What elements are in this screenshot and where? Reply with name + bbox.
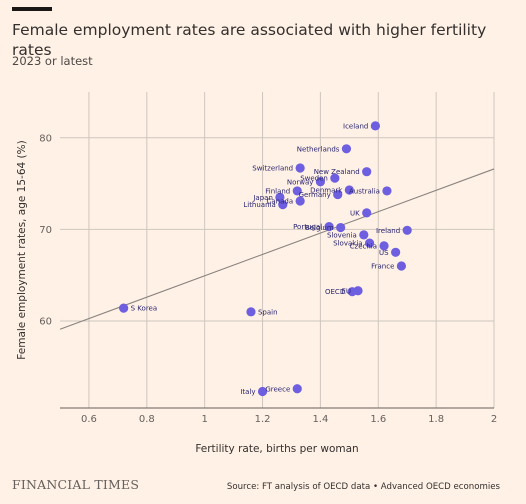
data-point xyxy=(364,238,375,248)
point-label: Finland xyxy=(265,187,290,195)
x-tick-label: 1.4 xyxy=(312,414,328,425)
point-label: Belgium xyxy=(305,224,334,232)
x-tick-label: 0.6 xyxy=(81,414,97,425)
point-label: EU xyxy=(341,287,351,295)
point-label: US xyxy=(379,249,389,257)
x-tick-label: 1.2 xyxy=(255,414,271,425)
data-point xyxy=(333,189,343,200)
point-label: New Zealand xyxy=(314,168,360,176)
data-point xyxy=(278,200,288,210)
point-label: OECD xyxy=(325,288,345,296)
data-point xyxy=(396,261,407,271)
grid-layer xyxy=(60,92,495,409)
point-label: Lithuania xyxy=(243,201,275,209)
data-point xyxy=(362,208,372,218)
point-label: Ireland xyxy=(376,227,400,235)
point-label: Australia xyxy=(349,187,380,195)
chart-subtitle: 2023 or latest xyxy=(12,54,93,68)
data-point xyxy=(344,185,354,195)
point-label: Slovakia xyxy=(333,240,362,248)
data-point xyxy=(359,230,369,240)
y-tick-label: 60 xyxy=(39,316,52,327)
point-label: Germany xyxy=(299,191,331,199)
point-label: Japan xyxy=(252,194,273,202)
data-point xyxy=(315,177,325,187)
x-tick-label: 2 xyxy=(491,414,497,425)
data-point xyxy=(246,307,256,317)
point-label: Netherlands xyxy=(297,145,340,153)
data-point xyxy=(295,196,305,206)
data-point xyxy=(257,386,268,397)
data-point xyxy=(382,186,392,196)
point-label: Czechia xyxy=(350,242,377,250)
points-layer xyxy=(119,121,412,397)
x-tick-label: 0.8 xyxy=(139,414,155,425)
source-note: Source: FT analysis of OECD data • Advan… xyxy=(226,482,500,492)
x-tick-label: 1 xyxy=(201,414,207,425)
data-point xyxy=(391,247,401,257)
top-rule xyxy=(12,7,52,11)
ticks-layer: 0.6 0.8 1 1.2 1.4 1.6 1.8 2 60 70 80 xyxy=(39,133,497,425)
data-point xyxy=(370,121,380,131)
point-label: Portugal xyxy=(293,223,322,231)
y-tick-label: 80 xyxy=(39,133,52,144)
point-label: Norway xyxy=(287,178,314,186)
y-axis-label: Female employment rates, age 15-64 (%) xyxy=(16,140,28,359)
ft-brand: FINANCIAL TIMES xyxy=(12,477,140,492)
data-point xyxy=(336,222,346,233)
point-label: UK xyxy=(350,209,360,217)
y-tick-label: 70 xyxy=(39,225,52,236)
data-point xyxy=(275,192,285,202)
data-point xyxy=(362,167,372,177)
data-point xyxy=(119,303,129,313)
data-point xyxy=(292,384,302,394)
data-point xyxy=(341,144,352,154)
data-point xyxy=(330,173,340,183)
point-label: Italy xyxy=(240,388,255,396)
data-point xyxy=(295,163,305,173)
point-labels-layer: Iceland Netherlands Switzerland New Zealand… xyxy=(131,122,401,396)
data-point xyxy=(324,222,334,232)
data-point xyxy=(402,225,412,235)
data-point xyxy=(353,286,363,296)
chart-title: Female employment rates are associated w… xyxy=(12,21,487,59)
x-tick-label: 1.8 xyxy=(428,414,444,425)
point-label: Switzerland xyxy=(252,165,293,173)
point-label: Slovenia xyxy=(327,231,357,239)
point-label: Greece xyxy=(265,385,290,393)
point-label: Iceland xyxy=(343,122,368,130)
point-label: Spain xyxy=(258,308,278,316)
x-tick-label: 1.6 xyxy=(370,414,386,425)
point-label: France xyxy=(371,263,394,271)
trendline xyxy=(59,168,495,330)
point-label: Sweden xyxy=(300,175,328,183)
point-label: S Korea xyxy=(131,305,158,313)
point-label: Denmark xyxy=(310,187,343,195)
data-point xyxy=(379,241,389,251)
point-label: Canada xyxy=(267,197,294,205)
x-axis-label: Fertility rate, births per woman xyxy=(195,443,358,455)
data-point xyxy=(292,186,302,196)
trendline-layer xyxy=(59,168,495,330)
